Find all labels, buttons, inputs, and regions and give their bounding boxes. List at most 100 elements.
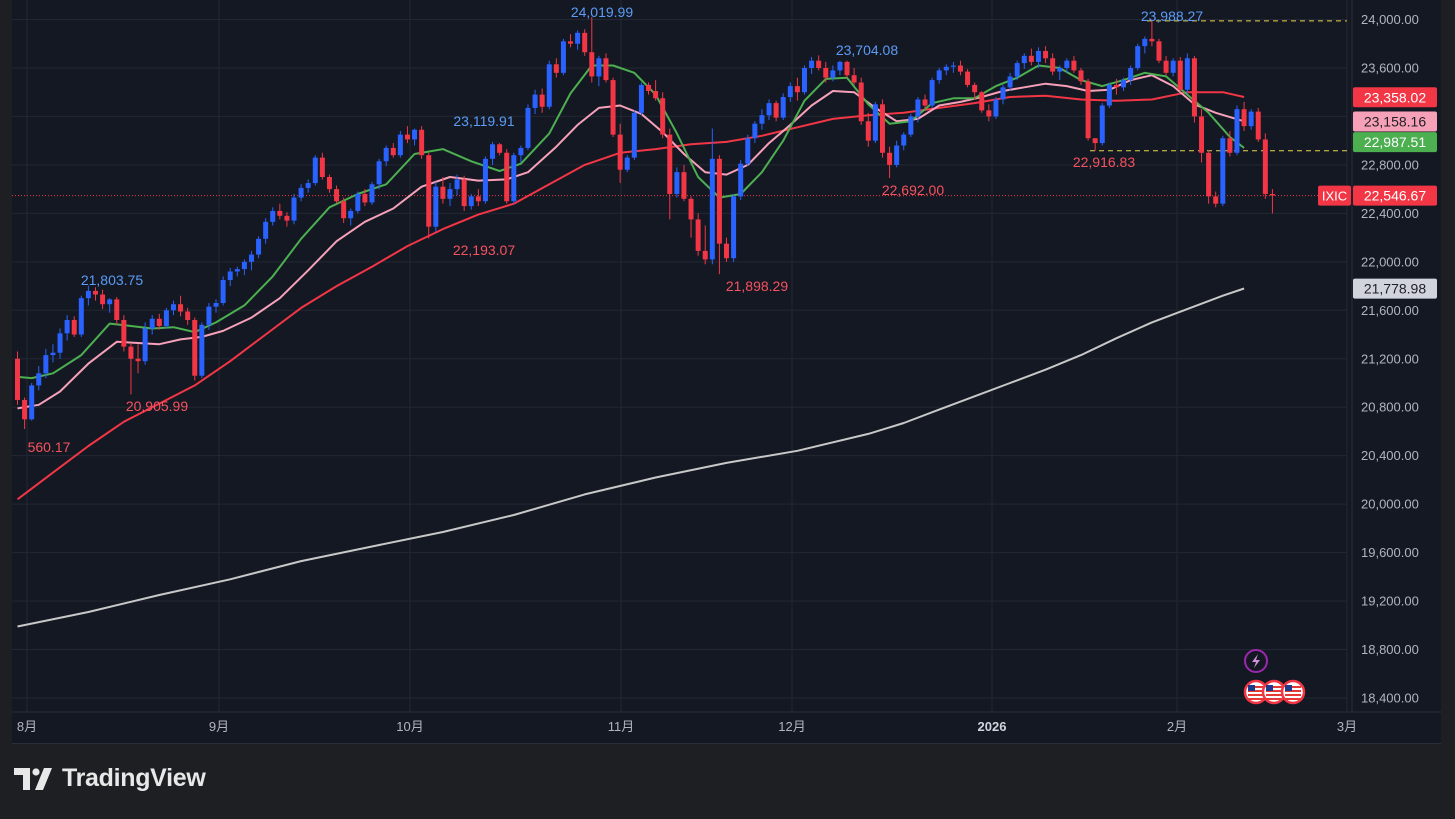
brand-name: TradingView: [62, 764, 206, 792]
candle-body: [319, 157, 325, 178]
time-tick-label: 12月: [778, 719, 805, 734]
candle: [121, 315, 127, 352]
flag-stripe: [1248, 690, 1264, 692]
candle-body: [575, 32, 581, 44]
candle: [830, 65, 836, 82]
candle: [1000, 84, 1006, 105]
candle-body: [447, 189, 453, 199]
candle: [582, 29, 588, 56]
candle-body: [809, 60, 815, 68]
candle: [390, 143, 396, 158]
candle: [610, 77, 616, 138]
price-axis-label: 21,778.98: [1353, 278, 1437, 299]
candle-body: [1170, 60, 1176, 73]
candle-body: [716, 158, 722, 244]
candle-body: [270, 210, 276, 222]
candle: [532, 89, 538, 115]
candle: [305, 179, 311, 193]
candle-body: [1057, 67, 1063, 72]
candle: [653, 80, 659, 101]
candle: [1106, 82, 1112, 108]
candle: [1099, 103, 1105, 146]
price-label-text: 23,358.02: [1364, 89, 1426, 105]
price-axis-label: 23,358.02: [1353, 87, 1437, 108]
candle: [1199, 109, 1205, 163]
candle-body: [1234, 109, 1240, 153]
candle-body: [553, 64, 559, 73]
candle-body: [71, 319, 77, 335]
candle: [539, 88, 545, 113]
candle: [631, 110, 637, 161]
candle-body: [787, 86, 793, 98]
price-annotation: 22,193.07: [453, 242, 515, 258]
candle-body: [1007, 76, 1013, 88]
candle: [972, 82, 978, 100]
candle-body: [490, 144, 496, 159]
candle: [312, 155, 318, 186]
candle: [256, 236, 262, 259]
symbol-tag-bg: [1318, 185, 1351, 206]
candle-body: [986, 110, 992, 117]
price-tick-label: 22,400.00: [1361, 206, 1419, 221]
candle-body: [646, 84, 652, 91]
candle: [78, 295, 84, 337]
candle: [879, 99, 885, 158]
flag-stripe: [1266, 698, 1282, 700]
chart-panel[interactable]: 24,019.99 23,988.27 23,704.08 23,119.91 21,8…: [12, 0, 1441, 744]
candle-body: [872, 104, 878, 141]
candle: [979, 90, 985, 113]
price-tick-label: 23,600.00: [1361, 60, 1419, 75]
candle-body: [518, 147, 524, 156]
candle-body: [1227, 138, 1233, 153]
time-tick-label: 2026: [978, 719, 1007, 734]
candle: [326, 174, 332, 193]
candle-body: [284, 215, 290, 221]
candle: [617, 123, 623, 184]
candle: [57, 328, 63, 359]
candle-body: [291, 197, 297, 221]
symbol-tag-text: IXIC: [1322, 189, 1347, 204]
price-annotation: 22,916.83: [1073, 154, 1135, 170]
candle: [163, 307, 169, 329]
candle: [887, 146, 893, 178]
candle-body: [298, 187, 304, 198]
candle-body: [851, 75, 857, 83]
candle: [156, 313, 162, 330]
candle: [759, 109, 765, 130]
flag-stripe: [1248, 698, 1264, 700]
candle: [284, 212, 290, 227]
candle: [341, 197, 347, 224]
ma-200-line: [17, 287, 1245, 628]
candle-body: [582, 32, 588, 53]
candle-body: [419, 129, 425, 156]
candle: [986, 104, 992, 122]
candle: [1064, 58, 1070, 73]
candle: [575, 30, 581, 50]
candle: [1028, 48, 1034, 66]
candle-body: [390, 147, 396, 156]
candle-body: [1241, 109, 1247, 127]
lightning-event-icon: [1244, 649, 1268, 673]
candle-body: [1092, 138, 1098, 144]
candle-body: [1262, 139, 1268, 194]
candle-body: [482, 158, 488, 202]
candle-body: [624, 157, 630, 170]
time-tick-label: 8月: [17, 719, 37, 734]
candle: [426, 152, 432, 239]
candle-body: [752, 123, 758, 139]
flag-stripe: [1266, 686, 1282, 688]
candle: [234, 266, 240, 277]
candle: [447, 183, 453, 207]
candle: [291, 193, 297, 225]
candle-body: [312, 157, 318, 184]
price-chart[interactable]: 24,019.99 23,988.27 23,704.08 23,119.91 21,8…: [12, 0, 1441, 743]
candle: [681, 164, 687, 202]
candle-body: [1177, 60, 1183, 90]
candle-body: [277, 210, 283, 216]
candle: [100, 289, 106, 310]
candle-body: [617, 134, 623, 170]
candle-body: [206, 306, 212, 325]
candle-body: [135, 358, 141, 362]
candle-body: [1121, 80, 1127, 88]
candle-body: [504, 152, 510, 202]
